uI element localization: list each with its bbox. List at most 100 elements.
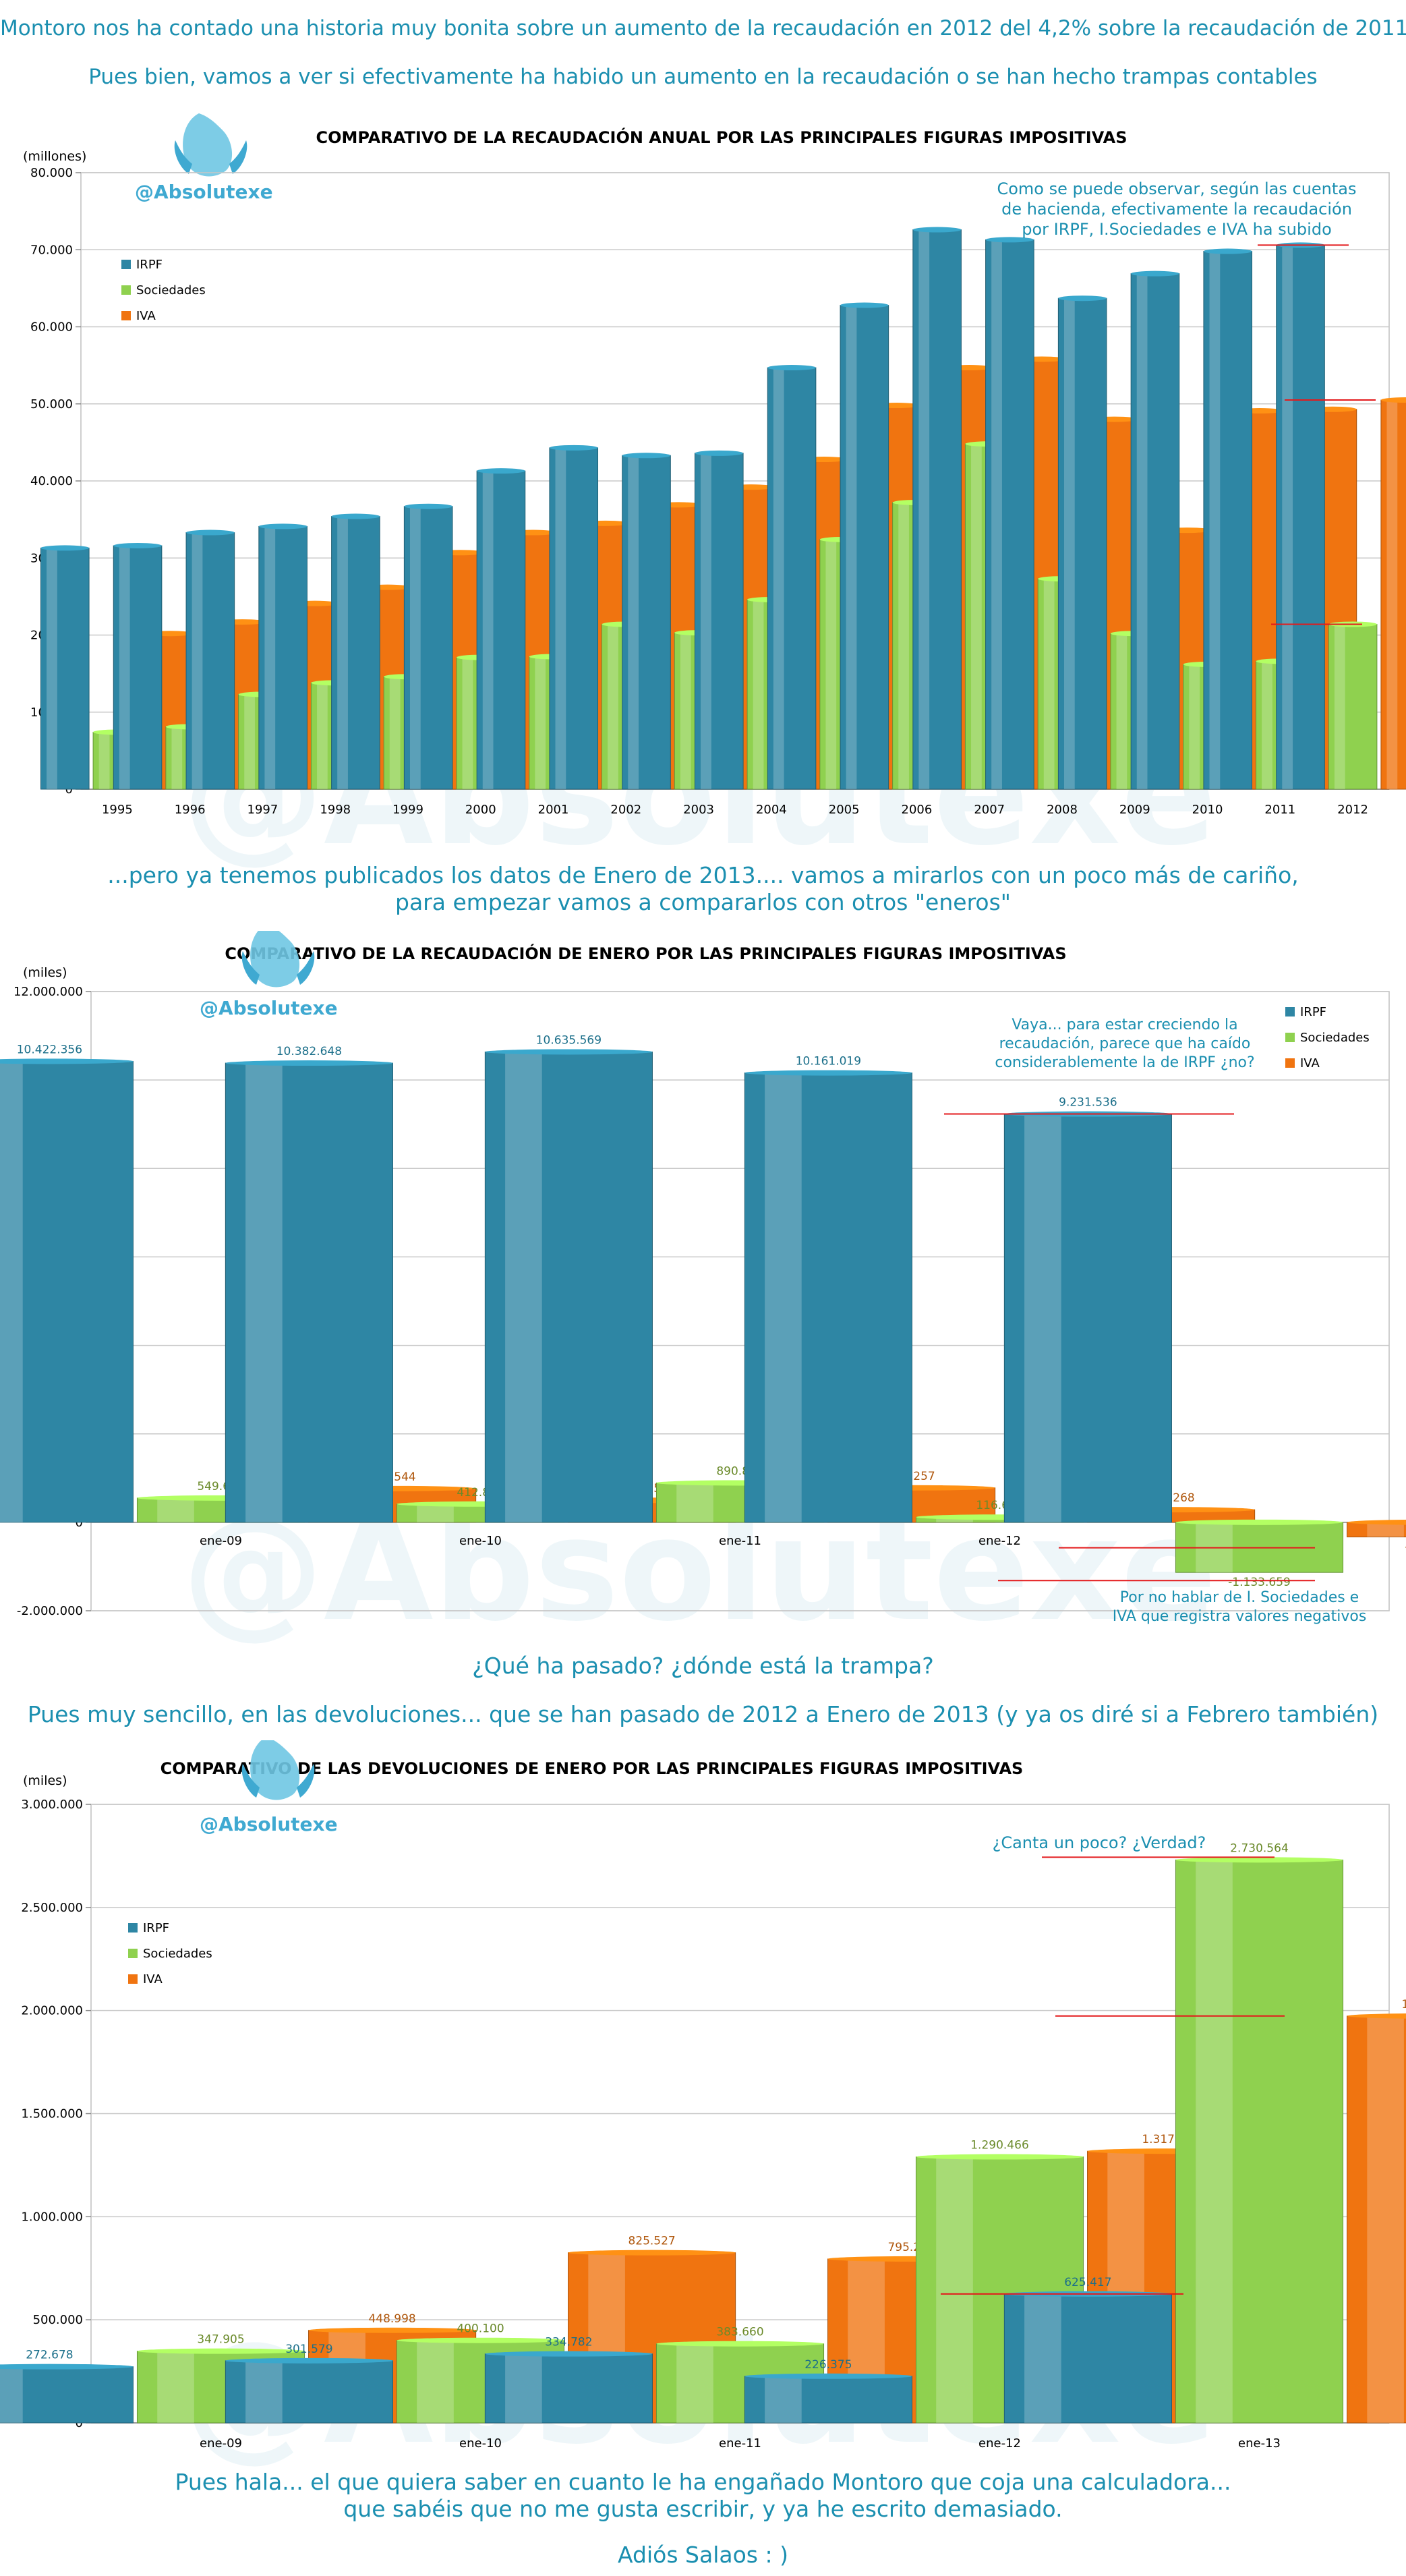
legend-label-sociedades: Sociedades <box>143 1947 212 1961</box>
bar-highlight <box>753 599 764 789</box>
annotation-top-text: Vaya... para estar creciendo la recaudaci… <box>995 1017 1254 1071</box>
bar-iva <box>1380 399 1406 790</box>
x-tick-label: ene-12 <box>978 2436 1021 2451</box>
legend-label-irpf: IRPF <box>1300 1005 1326 1019</box>
x-tick-label: 2003 <box>683 803 714 817</box>
bar-highlight <box>680 633 691 789</box>
data-label-sociedades: 383.660 <box>716 2326 763 2339</box>
bar-highlight <box>417 2340 454 2423</box>
x-tick-label: 1999 <box>392 803 423 817</box>
bar-highlight <box>244 694 255 789</box>
y-tick-label: 2.500.000 <box>21 1901 83 1915</box>
x-tick-label: 1998 <box>320 803 351 817</box>
y-tick-label: -2.000.000 <box>17 1604 83 1618</box>
bar-cap <box>840 302 889 308</box>
bar-highlight <box>773 368 784 789</box>
data-label-irpf: 301.579 <box>285 2343 332 2356</box>
bar-highlight <box>157 1497 194 1522</box>
chart-title: COMPARATIVO DE LAS DEVOLUCIONES DE ENERO… <box>160 1759 1024 1778</box>
chart-title: COMPARATIVO DE LA RECAUDACIÓN DE ENERO P… <box>225 943 1066 963</box>
bar-irpf <box>1003 1114 1172 1523</box>
bar-cap <box>767 365 816 371</box>
brand-label: @Absolutexe <box>200 1813 338 1835</box>
bar-highlight <box>765 2376 802 2423</box>
bar-irpf <box>225 1062 393 1523</box>
eagle-logo-icon <box>174 113 247 177</box>
bar-irpf <box>912 229 962 790</box>
y-tick-label: 0 <box>76 1516 83 1530</box>
legend-label-irpf: IRPF <box>136 258 163 272</box>
data-label-iva: -331.646 <box>1405 1541 1406 1554</box>
bar-cap <box>622 453 671 459</box>
data-label-irpf: 10.382.648 <box>276 1045 342 1058</box>
x-tick-label: 1996 <box>175 803 206 817</box>
chart-january-refunds: COMPARATIVO DE LAS DEVOLUCIONES DE ENERO… <box>0 1740 1406 2451</box>
y-tick-label: 1.500.000 <box>21 2107 83 2121</box>
legend-label-iva: IVA <box>143 1972 163 1986</box>
bar-highlight <box>701 453 711 789</box>
data-label-sociedades: -1.133.659 <box>1228 1576 1291 1589</box>
bar-highlight <box>245 2360 283 2423</box>
bar-irpf <box>1276 244 1325 790</box>
bar-irpf <box>840 305 889 790</box>
bar-cap <box>258 523 307 529</box>
bar-cap <box>308 2327 476 2333</box>
eagle-logo-icon <box>241 931 315 988</box>
bar-cap <box>0 1058 134 1064</box>
bar-irpf <box>1203 251 1253 790</box>
bar-highlight <box>462 657 473 789</box>
x-tick-label: 2011 <box>1264 803 1295 817</box>
bar-irpf <box>767 367 817 790</box>
x-tick-label: 2000 <box>465 803 496 817</box>
bar-highlight <box>505 1052 542 1522</box>
legend-label-iva: IVA <box>1300 1056 1320 1070</box>
x-tick-label: 2008 <box>1047 803 1078 817</box>
eagle-wing-left-shape <box>174 140 192 174</box>
x-tick-label: 2009 <box>1119 803 1150 817</box>
y-tick-label: 1.000.000 <box>21 2210 83 2224</box>
legend-swatch-sociedades <box>1285 1033 1295 1042</box>
bar-highlight <box>264 526 276 789</box>
bar-highlight <box>1282 245 1293 789</box>
data-label-sociedades: 347.905 <box>197 2333 244 2347</box>
x-tick-label: ene-10 <box>459 2436 502 2451</box>
x-tick-label: ene-09 <box>200 1534 242 1548</box>
bar-highlight <box>192 532 203 789</box>
bar-highlight <box>505 2353 542 2423</box>
eagle-wing-right-shape <box>297 951 315 985</box>
bar-highlight <box>676 1483 713 1522</box>
bar-cap <box>549 445 598 451</box>
bar-highlight <box>317 683 328 789</box>
bar-cap <box>1058 295 1107 302</box>
bar-highlight <box>409 506 421 789</box>
bar-highlight <box>971 444 982 789</box>
bar-highlight <box>825 539 837 789</box>
between-1-line-2: para empezar vamos a compararlos con otr… <box>395 889 1011 915</box>
brand-label: @Absolutexe <box>200 997 338 1019</box>
bar-highlight <box>1189 664 1200 789</box>
bar-irpf <box>484 1051 653 1523</box>
bar-irpf <box>1057 297 1107 790</box>
data-label-sociedades: 400.100 <box>457 2322 504 2336</box>
y-axis-unit: (miles) <box>23 965 67 980</box>
bar-cap <box>1347 1520 1406 1525</box>
bar-highlight <box>936 1517 973 1522</box>
eagle-body-shape <box>183 113 233 177</box>
legend-label-irpf: IRPF <box>143 1921 169 1935</box>
legend-swatch-iva <box>1285 1058 1295 1068</box>
y-axis-unit: (millones) <box>23 149 86 164</box>
bar-highlight <box>1262 661 1272 789</box>
legend-swatch-iva <box>121 311 131 320</box>
bar-cap <box>912 227 962 233</box>
chart-january-revenue: COMPARATIVO DE LA RECAUDACIÓN DE ENERO P… <box>0 931 1406 1625</box>
eagle-wing-right-shape <box>297 1764 315 1798</box>
x-tick-label: 2012 <box>1337 803 1368 817</box>
bar-irpf <box>694 453 744 790</box>
bar-cap <box>225 1060 393 1066</box>
bar-irpf <box>225 2360 393 2424</box>
bar-highlight <box>1063 298 1075 789</box>
bar-irpf <box>0 1060 134 1523</box>
data-label-irpf: 272.678 <box>26 2349 73 2362</box>
bar-highlight <box>898 502 909 789</box>
footer-line-3: Adiós Salaos : ) <box>618 2542 788 2568</box>
